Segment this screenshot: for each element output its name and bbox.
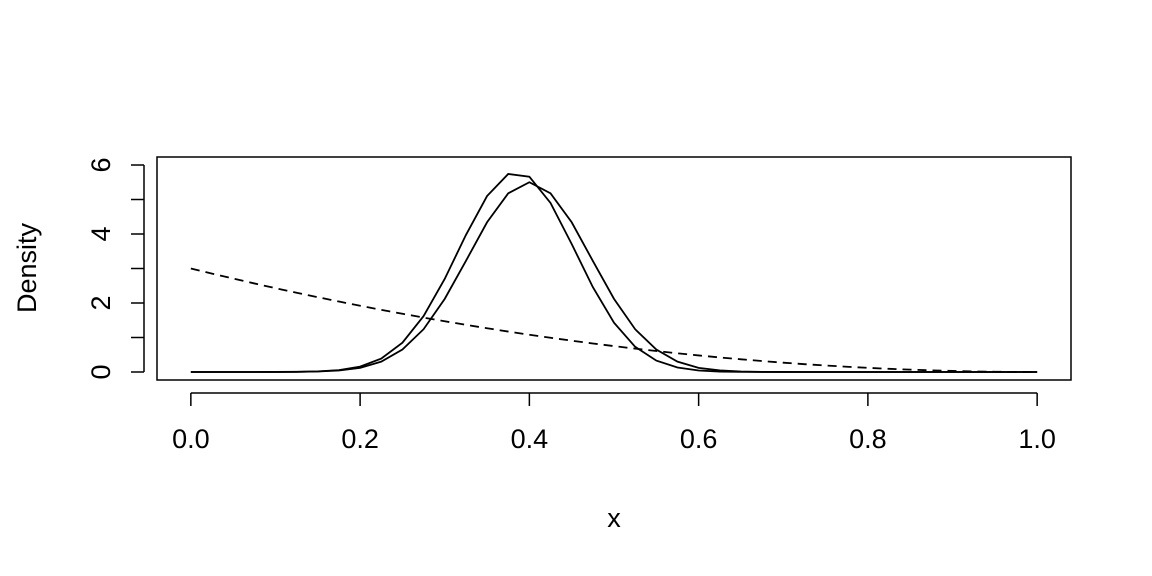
y-tick-label: 0 [86,364,116,379]
density-line [190,173,1038,373]
x-tick-label: 0.6 [680,424,718,454]
y-tick-label: 4 [86,226,116,241]
y-tick-label: 6 [86,157,116,172]
x-tick-label: 0.0 [172,424,210,454]
density-line [190,267,1038,373]
density-line [190,181,1038,373]
plot-box [156,156,1072,381]
x-tick-label: 0.2 [341,424,379,454]
x-tick-label: 0.4 [511,424,549,454]
x-tick-label: 1.0 [1018,424,1056,454]
x-tick-label: 0.8 [849,424,887,454]
y-tick-label: 2 [86,295,116,310]
y-axis-label: Density [12,222,42,313]
x-axis-label: x [607,503,621,533]
